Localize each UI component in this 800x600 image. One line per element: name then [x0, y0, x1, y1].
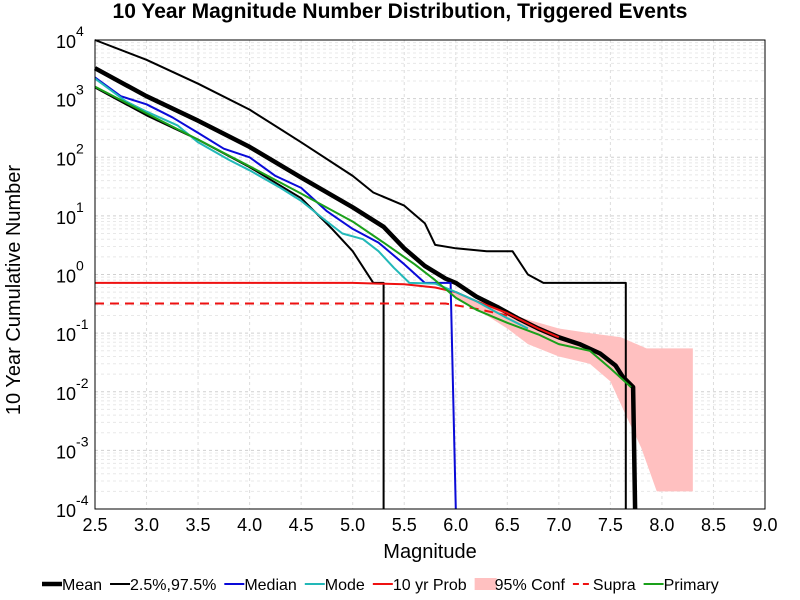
legend-item: Primary [643, 577, 719, 594]
legend-label: 2.5%,97.5% [130, 577, 216, 594]
y-tick-label: 10-4 [56, 492, 89, 521]
x-tick-label: 3.5 [186, 515, 211, 535]
y-tick-label: 103 [56, 82, 84, 111]
y-tick-label: 10-1 [56, 316, 89, 345]
series-layer [93, 39, 638, 510]
y-axis-label: 10 Year Cumulative Number [3, 165, 25, 415]
plot-frame [94, 39, 766, 510]
x-tick-label: 7.0 [546, 515, 571, 535]
legend-item: 2.5%,97.5% [110, 577, 216, 594]
x-tick-label: 4.0 [237, 515, 262, 535]
y-tick-label: 10-3 [56, 433, 89, 462]
legend-item: Median [224, 577, 297, 594]
x-tick-label: 6.5 [495, 515, 520, 535]
series-line-supra [95, 302, 508, 317]
confidence-band [450, 289, 693, 492]
x-tick-label: 2.5 [82, 515, 107, 535]
legend-label: Mean [62, 577, 102, 594]
legend: Mean 2.5%,97.5% Median Mode 10 yr Prob 95% Co… [42, 577, 719, 594]
legend-item: 10 yr Prob [372, 577, 467, 594]
legend-label: Mode [325, 577, 365, 594]
x-tick-label: 4.5 [289, 515, 314, 535]
legend-label: Median [244, 577, 296, 594]
x-tick-label: 5.0 [340, 515, 365, 535]
y-tick-label: 104 [56, 23, 84, 52]
chart-title: 10 Year Magnitude Number Distribution, T… [113, 0, 688, 23]
legend-swatch [474, 578, 497, 590]
legend-item: Supra [572, 577, 636, 594]
x-tick-label: 3.0 [134, 515, 159, 535]
x-tick-label: 6.0 [443, 515, 468, 535]
y-tick-label: 102 [56, 140, 84, 169]
series-line-mean [93, 66, 638, 510]
legend-label: 95% Conf [495, 577, 566, 594]
y-tick-labels: 10-4 10-3 10-2 10-1 100 101 102 103 104 [56, 23, 89, 521]
x-tick-label: 5.5 [392, 515, 417, 535]
y-tick-label: 100 [56, 258, 84, 287]
y-tick-label: 101 [56, 199, 84, 228]
legend-label: Primary [664, 577, 719, 594]
series-line-primary [94, 85, 632, 388]
x-tick-label: 8.5 [701, 515, 726, 535]
legend-item: 95% Conf [474, 577, 566, 594]
x-tick-label: 7.5 [598, 515, 623, 535]
series-line-mode [94, 77, 529, 330]
legend-item: Mode [304, 577, 365, 594]
series-line-median [94, 76, 457, 510]
x-tick-labels: 2.5 3.0 3.5 4.0 4.5 5.0 5.5 6.0 6.5 7.0 7.5 8.0 8.5 9… [82, 515, 777, 535]
legend-item: Mean [42, 577, 102, 594]
y-tick-label: 10-2 [56, 375, 89, 404]
series-line-2-5-97-5- [94, 39, 627, 509]
legend-label: 10 yr Prob [393, 577, 467, 594]
x-tick-label: 9.0 [752, 515, 777, 535]
confidence-band-layer [450, 289, 693, 492]
legend-label: Supra [593, 577, 636, 594]
x-axis-label: Magnitude [383, 541, 476, 563]
x-tick-label: 8.0 [649, 515, 674, 535]
